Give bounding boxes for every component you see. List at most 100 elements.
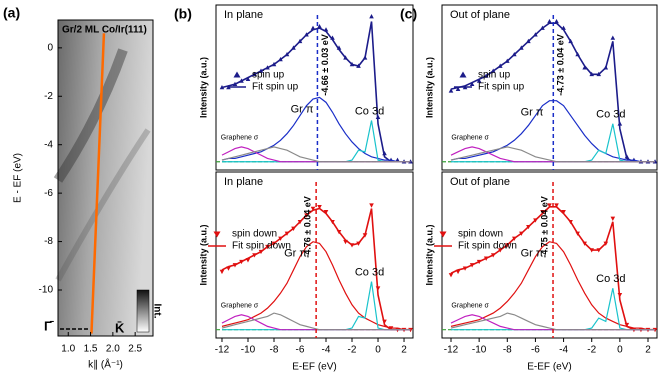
component-label: Graphene σ: [221, 303, 259, 310]
data-point: [323, 210, 329, 215]
legend-symbol: [459, 71, 467, 78]
data-point: [455, 86, 461, 91]
component-label: Graphene σ: [221, 135, 259, 142]
peak-label: -4.75 ± 0.04 eV: [539, 196, 549, 257]
component-label: Gr π: [521, 107, 544, 119]
legend-label: spin up: [478, 70, 511, 81]
y-tick-label: -8: [44, 236, 53, 247]
x-tick-label: -4: [559, 345, 568, 356]
condition-label: In plane: [224, 9, 263, 21]
x-tick-label: -6: [531, 345, 540, 356]
legend-label: Fit spin up: [252, 82, 299, 93]
legend-label: spin up: [252, 70, 285, 81]
x-tick-label: -8: [270, 345, 279, 356]
data-point: [540, 210, 545, 215]
x-tick-label: -12: [215, 345, 230, 356]
component-line: [221, 146, 411, 163]
component-label: Co 3d: [596, 273, 625, 285]
panel-label: (c): [400, 6, 417, 22]
data-point: [317, 205, 322, 210]
data-point: [310, 206, 316, 212]
x-tick-label: 2.5: [128, 344, 142, 355]
x-tick-label: 0: [375, 345, 381, 356]
component-label: Graphene σ: [451, 303, 489, 310]
data-point: [554, 19, 559, 24]
component-line: [450, 146, 656, 163]
colorbar: [136, 289, 150, 333]
x-axis-label: E-EF (eV): [527, 362, 571, 373]
fit-line: [221, 207, 411, 331]
x-tick-label: 2: [401, 345, 407, 356]
peak-label: -4.73 ± 0.04 eV: [556, 34, 566, 95]
x-tick-label: 1.0: [61, 344, 75, 355]
condition-label: In plane: [224, 176, 263, 188]
y-axis-label: Intensity (a.u.): [424, 224, 434, 285]
component-label: Co 3d: [355, 266, 384, 278]
panel-title: Gr/2 ML Co/Ir(111): [62, 25, 147, 36]
frame: [57, 19, 154, 337]
data-point: [219, 269, 225, 275]
component-label: Graphene σ: [451, 135, 489, 142]
data-point: [369, 203, 374, 208]
x-tick-label: -12: [444, 345, 459, 356]
y-axis-label: Intensity (a.u.): [424, 57, 434, 118]
colorbar-label: Int.: [151, 304, 162, 319]
y-axis-label: E - EF (eV): [13, 153, 24, 203]
data-point: [547, 203, 552, 208]
y-tick-label: -2: [44, 91, 53, 102]
data-point: [610, 216, 616, 221]
x-tick-label: 2.0: [106, 344, 120, 355]
data-point: [610, 35, 616, 40]
point-label: Γ̄: [44, 318, 54, 333]
x-tick-label: -4: [322, 345, 331, 356]
peak-label: -4.66 ± 0.03 eV: [320, 34, 330, 95]
y-tick-label: 0: [47, 42, 53, 53]
data-point: [245, 76, 251, 82]
component-label: Co 3d: [596, 109, 625, 121]
legend-symbol: [213, 231, 221, 238]
panel-label: (b): [174, 6, 192, 22]
plot-area: [215, 171, 414, 339]
x-tick-label: 2: [645, 345, 651, 356]
peak-label: -4.76 ± 0.04 eV: [303, 196, 313, 257]
legend-label: spin down: [232, 229, 277, 240]
component-line: [221, 312, 411, 331]
data-point: [448, 273, 454, 278]
component-line: [221, 241, 411, 331]
component-label: Gr π: [291, 103, 314, 115]
x-tick-label: 0: [617, 345, 623, 356]
data-point: [554, 203, 559, 208]
x-tick-label: -6: [296, 345, 305, 356]
x-tick-label: -10: [241, 345, 256, 356]
data-point: [547, 19, 552, 24]
x-tick-label: -10: [472, 345, 487, 356]
band-feature: [53, 48, 128, 183]
legend-label: Fit spin down: [232, 241, 291, 252]
y-tick-label: -10: [39, 285, 54, 296]
y-tick-label: -4: [44, 139, 53, 150]
legend-symbol: [233, 71, 241, 78]
fit-line: [221, 21, 411, 163]
data-point: [561, 210, 566, 215]
condition-label: Out of plane: [450, 176, 510, 188]
plot-area: [215, 4, 414, 171]
arpes-image: [58, 20, 153, 336]
component-line: [450, 241, 656, 331]
component-line: [450, 312, 656, 331]
legend-label: Fit spin up: [478, 82, 525, 93]
x-tick-label: 1.5: [84, 344, 98, 355]
data-point: [369, 14, 374, 19]
plot-area: [441, 171, 658, 339]
panel-label: (a): [3, 5, 20, 21]
legend-symbol: [439, 231, 447, 238]
band-line: [90, 33, 106, 334]
x-axis-label: k∥ (Å⁻¹): [88, 358, 123, 371]
component-label: Gr π: [521, 248, 544, 260]
condition-label: Out of plane: [450, 9, 510, 21]
data-point: [448, 88, 454, 93]
x-tick-label: -2: [587, 345, 596, 356]
legend-label: Fit spin down: [458, 241, 517, 252]
data-point: [469, 81, 475, 86]
point-label: K̄: [115, 320, 125, 335]
